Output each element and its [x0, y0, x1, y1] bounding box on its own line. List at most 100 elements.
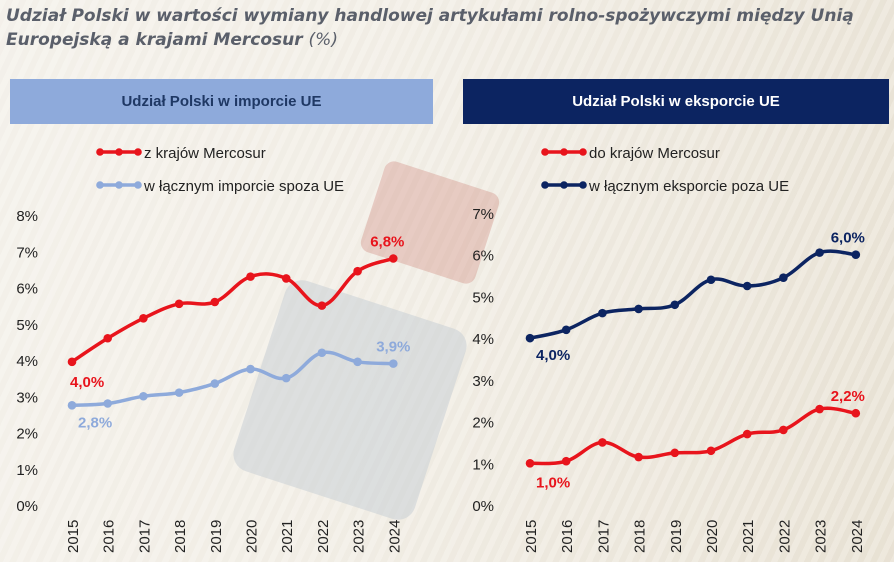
y-tick-label: 2% — [16, 426, 38, 443]
data-point — [174, 388, 184, 397]
data-point — [634, 304, 643, 314]
data-point — [67, 401, 77, 410]
legend-marker — [134, 148, 142, 156]
data-point — [389, 254, 398, 263]
data-label: 4,0% — [536, 347, 570, 364]
x-tick-label: 2020 — [704, 520, 721, 553]
x-tick-label: 2017 — [595, 520, 612, 553]
data-point — [67, 357, 77, 367]
data-point — [851, 250, 861, 260]
x-tick-label: 2021 — [740, 520, 757, 553]
x-tick-label: 2019 — [668, 520, 685, 553]
y-tick-label: 7% — [472, 206, 494, 223]
y-tick-label: 2% — [472, 415, 494, 432]
panel-title-export: Udział Polski w eksporcie UE — [572, 93, 780, 110]
x-tick-label: 2024 — [386, 520, 403, 553]
x-tick-label: 2023 — [351, 520, 368, 553]
x-tick-label: 2015 — [523, 520, 540, 553]
legend-marker — [96, 181, 104, 189]
x-tick-label: 2020 — [244, 520, 261, 553]
legend-marker — [134, 181, 142, 189]
data-point — [815, 404, 824, 414]
page-title: Udział Polski w wartości wymiany handlow… — [6, 4, 886, 52]
data-label: 4,0% — [70, 374, 104, 391]
data-point — [174, 299, 184, 309]
series-line — [528, 406, 858, 466]
legend-marker — [541, 181, 549, 189]
data-label: 1,0% — [536, 474, 570, 491]
panel-title-import: Udział Polski w imporcie UE — [121, 93, 322, 110]
data-point — [670, 300, 680, 310]
data-point — [210, 379, 220, 388]
data-point — [139, 314, 148, 323]
x-tick-label: 2015 — [65, 520, 82, 553]
data-label: 2,2% — [831, 388, 865, 405]
data-point — [561, 325, 571, 335]
data-point — [670, 448, 680, 458]
y-tick-label: 6% — [472, 248, 494, 265]
x-tick-label: 2019 — [208, 520, 225, 553]
data-point — [598, 308, 607, 318]
legend-marker — [115, 181, 123, 189]
x-tick-label: 2024 — [849, 520, 866, 553]
series-line — [70, 350, 396, 408]
data-point — [815, 248, 824, 257]
data-point — [103, 399, 112, 408]
panel-header-import: Udział Polski w imporcie UE — [10, 79, 433, 124]
y-tick-label: 3% — [472, 373, 494, 390]
legend-label: w łącznym imporcie spoza UE — [143, 178, 344, 195]
data-point — [561, 456, 571, 466]
data-point — [742, 429, 752, 439]
series-line — [70, 256, 396, 364]
y-tick-label: 6% — [16, 281, 38, 298]
panel-header-export: Udział Polski w eksporcie UE — [463, 79, 889, 124]
data-label: 2,8% — [78, 414, 112, 431]
legend-marker — [579, 148, 587, 156]
data-point — [317, 301, 327, 310]
y-tick-label: 1% — [16, 462, 38, 479]
x-tick-label: 2023 — [813, 520, 830, 553]
legend-label: w łącznym eksporcie poza UE — [588, 178, 789, 195]
title-unit: (%) — [308, 30, 338, 50]
data-point — [246, 364, 255, 374]
data-point — [317, 348, 327, 358]
x-tick-label: 2016 — [101, 520, 118, 553]
data-label: 3,9% — [376, 339, 410, 356]
legend-label: do krajów Mercosur — [589, 145, 720, 162]
data-point — [139, 391, 148, 401]
y-tick-label: 5% — [472, 289, 494, 306]
x-tick-label: 2016 — [559, 520, 576, 553]
data-point — [353, 266, 362, 276]
legend-marker — [115, 148, 123, 156]
legend-marker — [579, 181, 587, 189]
data-point — [779, 273, 788, 282]
legend-marker — [560, 181, 568, 189]
legend-marker — [560, 148, 568, 156]
data-point — [706, 275, 716, 285]
y-tick-label: 4% — [16, 353, 38, 370]
y-tick-label: 7% — [16, 244, 38, 261]
data-point — [525, 458, 535, 468]
x-tick-label: 2018 — [632, 520, 649, 553]
series-line — [528, 249, 858, 340]
y-tick-label: 5% — [16, 317, 38, 334]
y-tick-label: 1% — [472, 456, 494, 473]
x-tick-label: 2018 — [172, 520, 189, 553]
x-tick-label: 2022 — [315, 520, 332, 553]
data-point — [389, 359, 398, 368]
x-tick-label: 2017 — [136, 520, 153, 553]
data-point — [742, 281, 752, 291]
data-label: 6,0% — [831, 230, 865, 247]
data-point — [851, 408, 861, 418]
data-point — [634, 452, 643, 462]
data-point — [779, 425, 788, 435]
legend-marker — [96, 148, 104, 156]
data-point — [525, 333, 535, 343]
data-point — [246, 272, 255, 281]
data-point — [353, 357, 362, 367]
y-tick-label: 0% — [472, 498, 494, 515]
data-label: 6,8% — [370, 234, 404, 251]
legend-marker — [541, 148, 549, 156]
legend-label: z krajów Mercosur — [144, 145, 266, 162]
